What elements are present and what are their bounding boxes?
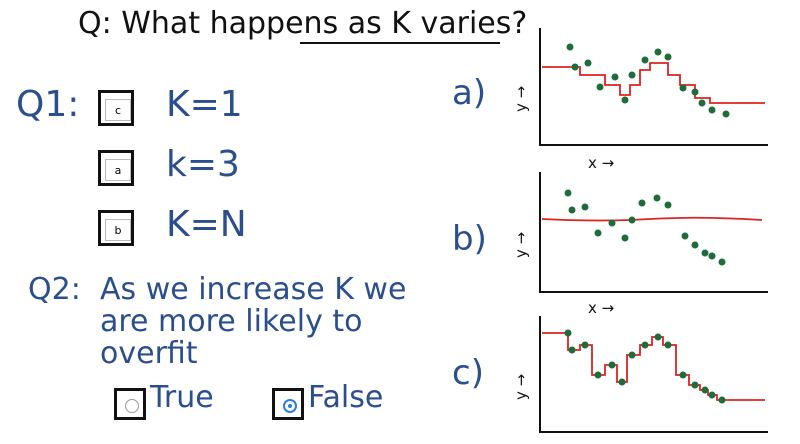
point — [621, 234, 629, 242]
point — [621, 96, 629, 104]
point — [664, 53, 672, 61]
q1-label: Q1: — [16, 84, 80, 125]
point — [638, 199, 646, 207]
plot-label: a) — [452, 73, 486, 113]
point — [691, 381, 699, 389]
point — [568, 346, 576, 354]
point — [611, 73, 619, 81]
q2-line: As we increase K we — [100, 272, 407, 307]
radio[interactable] — [283, 399, 297, 413]
point — [691, 88, 699, 96]
point — [722, 110, 730, 118]
x-label: x → — [588, 299, 614, 317]
option-text: K=1 — [166, 84, 243, 125]
points — [564, 43, 730, 404]
axes — [539, 28, 768, 433]
point — [564, 329, 572, 337]
point — [708, 252, 716, 260]
point — [701, 386, 709, 394]
point — [679, 84, 687, 92]
point — [568, 206, 576, 214]
radio[interactable] — [125, 399, 139, 413]
point — [641, 56, 649, 64]
axis — [539, 316, 768, 433]
point — [628, 216, 636, 224]
q2-label: Q2: — [28, 272, 81, 307]
point — [608, 219, 616, 227]
plot-label: b) — [452, 219, 487, 259]
point — [564, 189, 572, 197]
title-underline — [300, 42, 500, 44]
point — [566, 43, 574, 51]
radio-box — [114, 388, 146, 420]
fit-line — [541, 216, 763, 222]
point — [594, 229, 602, 237]
point — [664, 341, 672, 349]
point — [581, 341, 589, 349]
option-text: True — [150, 380, 214, 415]
point — [654, 333, 662, 341]
point — [718, 258, 726, 266]
point — [584, 59, 592, 67]
plot-label: c) — [452, 353, 484, 393]
q2-line: overfit — [100, 336, 198, 371]
radio-box — [272, 388, 304, 420]
axis — [539, 172, 768, 293]
point — [596, 83, 604, 91]
y-label: y → — [512, 232, 530, 258]
point — [708, 106, 716, 114]
point — [698, 99, 706, 107]
point — [628, 71, 636, 79]
answer-input[interactable] — [105, 99, 131, 121]
point — [581, 203, 589, 211]
title: Q: What happens as K varies? — [78, 6, 528, 41]
answer-input[interactable] — [105, 219, 131, 241]
point — [664, 201, 672, 209]
point — [708, 391, 716, 399]
point — [681, 232, 689, 240]
option-text: False — [308, 380, 384, 415]
y-label: y → — [512, 86, 530, 112]
answer-input[interactable] — [105, 159, 131, 181]
answer-box — [98, 210, 134, 246]
point — [718, 396, 726, 404]
q2-line: are more likely to — [100, 304, 363, 339]
fit-line — [542, 332, 765, 401]
point — [691, 241, 699, 249]
x-label: x → — [588, 154, 614, 172]
point — [628, 351, 636, 359]
point — [571, 63, 579, 71]
option-text: k=3 — [166, 144, 240, 185]
point — [701, 249, 709, 257]
point — [653, 194, 661, 202]
axis — [539, 28, 768, 146]
answer-box — [98, 150, 134, 186]
answer-box — [98, 90, 134, 126]
option-text: K=N — [166, 204, 247, 245]
point — [594, 371, 602, 379]
point — [679, 371, 687, 379]
point — [608, 361, 616, 369]
point — [641, 341, 649, 349]
point — [654, 48, 662, 56]
point — [618, 378, 626, 386]
y-label: y → — [512, 374, 530, 400]
